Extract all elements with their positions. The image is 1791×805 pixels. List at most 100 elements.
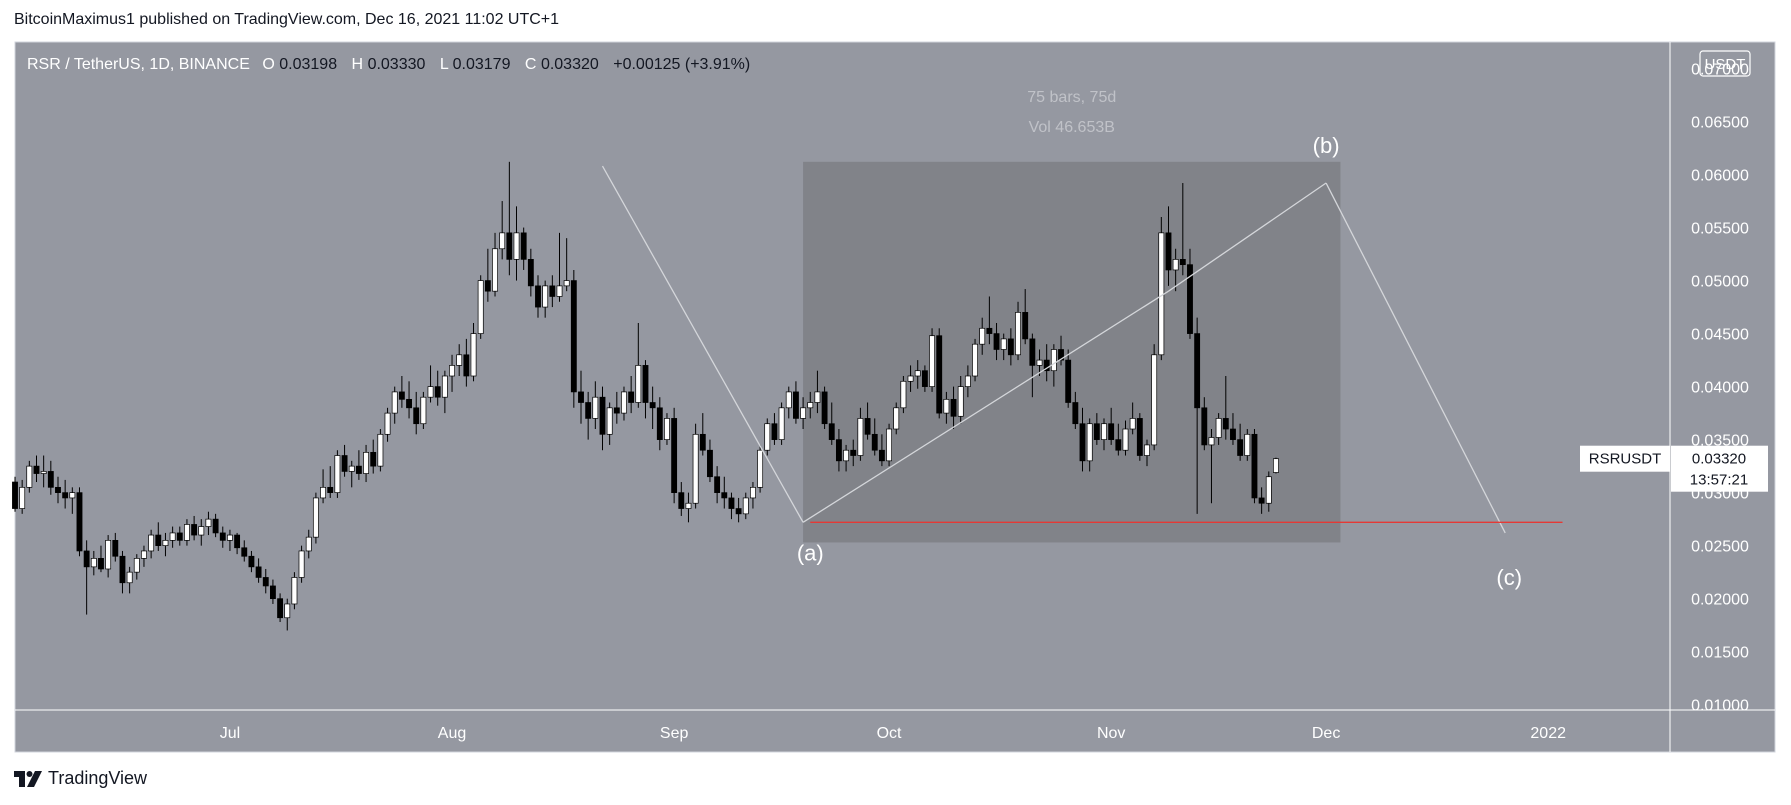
candle-body (449, 365, 455, 377)
candle-body (248, 555, 255, 568)
price-chart[interactable]: 75 bars, 75d Vol 46.653B (a) (b) (c) 0.0… (0, 0, 1791, 760)
candle-body (370, 451, 377, 467)
candle-body (499, 232, 506, 250)
ohlc-legend: RSR / TetherUS, 1D, BINANCE O 0.03198 H … (27, 56, 750, 73)
candle-body (699, 433, 706, 451)
candle-body (334, 455, 341, 493)
candle-body (628, 391, 635, 403)
price-tag-value: 0.03320 (1692, 451, 1746, 468)
legend-high-value: 0.03330 (368, 56, 426, 73)
candle-body (1115, 439, 1122, 451)
candle-body (642, 365, 649, 403)
candle-body (1144, 444, 1150, 456)
candle-body (979, 327, 986, 345)
candle-body (1093, 423, 1100, 440)
wave-lines-group[interactable] (601, 165, 1506, 534)
time-axis[interactable]: Jul Aug Sep Oct Nov Dec 2022 (220, 725, 1566, 742)
candle-body (907, 375, 914, 382)
candle-body (785, 391, 792, 409)
legend-close-value: 0.03320 (541, 56, 599, 73)
candle-body (1015, 312, 1021, 356)
candle-body (234, 534, 241, 549)
legend-low-value: 0.03179 (453, 56, 511, 73)
candle-body (900, 380, 907, 409)
candle-body (527, 259, 534, 287)
candle-body (169, 532, 176, 541)
candle-body (19, 486, 26, 509)
candle-body (1065, 359, 1072, 403)
candle-body (1222, 418, 1229, 430)
legend-change: +0.00125 (+3.91%) (613, 56, 750, 73)
candle-body (807, 402, 814, 409)
price-tick-label: 0.05500 (1691, 221, 1749, 238)
candle-body (427, 386, 434, 398)
time-tick-label: Oct (877, 725, 902, 742)
wave-line[interactable] (1325, 182, 1506, 534)
price-axis[interactable]: 0.010000.015000.020000.025000.030000.035… (1691, 62, 1749, 715)
candle-body (198, 526, 205, 536)
symbol-tag (1580, 445, 1670, 472)
candle-body (83, 550, 90, 568)
candle-body (119, 555, 126, 584)
candle-body (1029, 338, 1036, 366)
candle-body (1194, 333, 1201, 409)
candle-body (47, 471, 54, 488)
price-tick-label: 0.06000 (1691, 168, 1749, 185)
candle-body (434, 386, 441, 398)
candle-body (714, 476, 721, 493)
candle-body (176, 532, 183, 541)
time-tick-label: Jul (220, 725, 240, 742)
candle-body (563, 280, 570, 287)
currency-badge[interactable]: USDT (1699, 50, 1751, 77)
symbol-tag-label: RSRUSDT (1589, 451, 1662, 468)
candle-body (126, 571, 133, 584)
tradingview-logo-icon (14, 770, 42, 787)
candle-body (1058, 349, 1064, 361)
candle-body (327, 486, 334, 493)
candle-body (1251, 433, 1258, 499)
candle-body (542, 285, 549, 308)
wave-line[interactable] (802, 290, 1169, 523)
candle-body (1244, 433, 1251, 456)
candle-body (986, 327, 993, 334)
candle-body (1022, 312, 1029, 340)
candle-body (148, 534, 155, 552)
legend-open-value: 0.03198 (279, 56, 337, 73)
time-tick-label: Nov (1097, 725, 1125, 742)
price-tick-label: 0.04000 (1691, 380, 1749, 397)
tradingview-brand[interactable]: TradingView (14, 768, 147, 789)
candle-body (678, 492, 685, 509)
candle-body (728, 497, 735, 509)
candle-body (205, 518, 212, 527)
candle-body (821, 391, 828, 425)
candle-body (1230, 428, 1236, 440)
wave-line[interactable] (1168, 182, 1327, 292)
candle-body (742, 497, 749, 515)
wave-line[interactable] (601, 165, 804, 523)
candle-body (212, 518, 219, 534)
candle-body (391, 391, 398, 414)
candle-body (277, 598, 284, 619)
candle-body (1237, 439, 1244, 456)
time-tick-label: Dec (1312, 725, 1340, 742)
candle-body (305, 536, 312, 552)
candle-body (828, 423, 835, 440)
time-tick-label: 2022 (1530, 725, 1566, 742)
candle-body (771, 423, 778, 440)
last-price-tag[interactable]: RSRUSDT 0.03320 13:57:21 (1580, 445, 1768, 492)
candle-body (1122, 428, 1129, 451)
candle-body (843, 449, 850, 462)
candle-body (943, 398, 950, 414)
candle-body (1172, 259, 1179, 271)
candle-body (857, 418, 864, 456)
candle-body (1079, 423, 1086, 462)
candle-body (441, 375, 448, 398)
candle-body (800, 407, 807, 419)
candle-body (162, 539, 169, 547)
candle-body (76, 492, 83, 552)
candle-body (12, 481, 18, 509)
candles-group (12, 161, 1279, 631)
candle-body (1007, 338, 1014, 356)
candle-body (1208, 437, 1215, 446)
candle-body (914, 370, 921, 377)
